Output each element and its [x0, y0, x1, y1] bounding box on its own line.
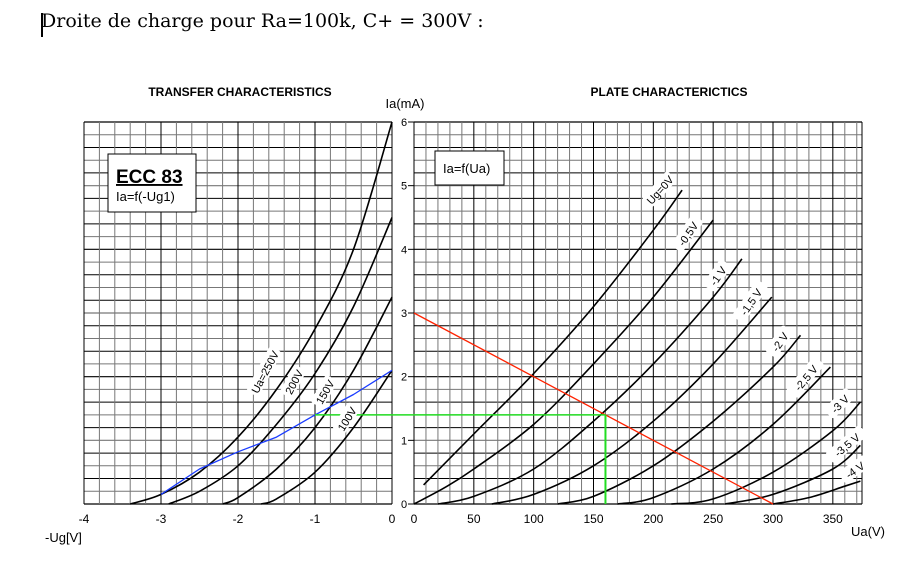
plate-box-title: Ia=f(Ua) [443, 161, 490, 176]
transfer-x-tick: 0 [389, 512, 396, 526]
plate-curve [557, 334, 802, 505]
label-halo [826, 425, 867, 463]
curves [129, 121, 861, 505]
label-halo [824, 388, 855, 419]
plate-box: Ia=f(Ua) [434, 150, 505, 186]
ecc83-box-title: ECC 83 [116, 167, 183, 188]
plate-curve [671, 401, 861, 505]
label-halo [765, 325, 793, 358]
y-axis-label: Ia(mA) [386, 96, 425, 111]
ecc83-box: ECC 83 Ia=f(-Ug1) [107, 153, 197, 213]
transfer-curve [260, 369, 393, 505]
plate-x-tick: 200 [643, 512, 663, 526]
y-tick: 4 [401, 244, 407, 256]
transfer-x-tick: -1 [310, 512, 321, 526]
plate-title: PLATE CHARACTERICTICS [590, 85, 747, 99]
label-halo [311, 375, 337, 408]
transfer-curve [222, 296, 393, 505]
y-tick: 3 [401, 308, 407, 320]
label-halo [642, 171, 676, 207]
ecc83-box-subtitle: Ia=f(-Ug1) [116, 189, 175, 204]
label-halo [332, 402, 360, 435]
load-line [413, 312, 774, 505]
label-halo [280, 365, 306, 398]
plate-x-axis-label: Ua(V) [851, 524, 885, 539]
plate-curve [772, 480, 861, 505]
transfer-title: TRANSFER CHARACTERISTICS [148, 85, 331, 99]
label-halo [838, 455, 871, 483]
y-tick: 6 [401, 117, 407, 129]
plate-x-tick: 50 [467, 512, 481, 526]
plate-curve [491, 296, 773, 505]
plate-x-tick: 0 [411, 512, 418, 526]
plate-curve [437, 258, 743, 505]
plate-x-tick: 250 [703, 512, 723, 526]
y-tick: 5 [401, 181, 407, 193]
plate-curve [423, 189, 683, 486]
plate-x-tick: 150 [583, 512, 603, 526]
text-cursor [41, 13, 43, 37]
plate-curve [413, 219, 714, 505]
label-halo [732, 280, 768, 323]
transfer-x-tick: -2 [233, 512, 244, 526]
plate-x-tick: 300 [763, 512, 783, 526]
transfer-x-tick: -4 [79, 512, 90, 526]
y-tick: 0 [401, 499, 407, 511]
y-tick: 1 [401, 435, 407, 447]
plate-x-tick: 350 [823, 512, 843, 526]
label-halo [247, 346, 282, 397]
plate-grid [413, 121, 863, 505]
plate-curve [617, 366, 831, 505]
document-heading: Droite de charge pour Ra=100k, C+ = 300V… [41, 10, 484, 32]
transfer-x-tick: -3 [156, 512, 167, 526]
transfer-load-curve [160, 369, 393, 495]
transfer-curve [129, 121, 393, 505]
transfer-x-axis-label: -Ug[V] [45, 530, 82, 545]
label-halo [671, 215, 703, 252]
plate-x-tick: 100 [524, 512, 544, 526]
label-halo [703, 259, 731, 292]
label-halo [786, 357, 824, 398]
y-tick: 2 [401, 372, 407, 384]
plate-curve [724, 444, 861, 505]
transfer-curve [168, 217, 393, 505]
